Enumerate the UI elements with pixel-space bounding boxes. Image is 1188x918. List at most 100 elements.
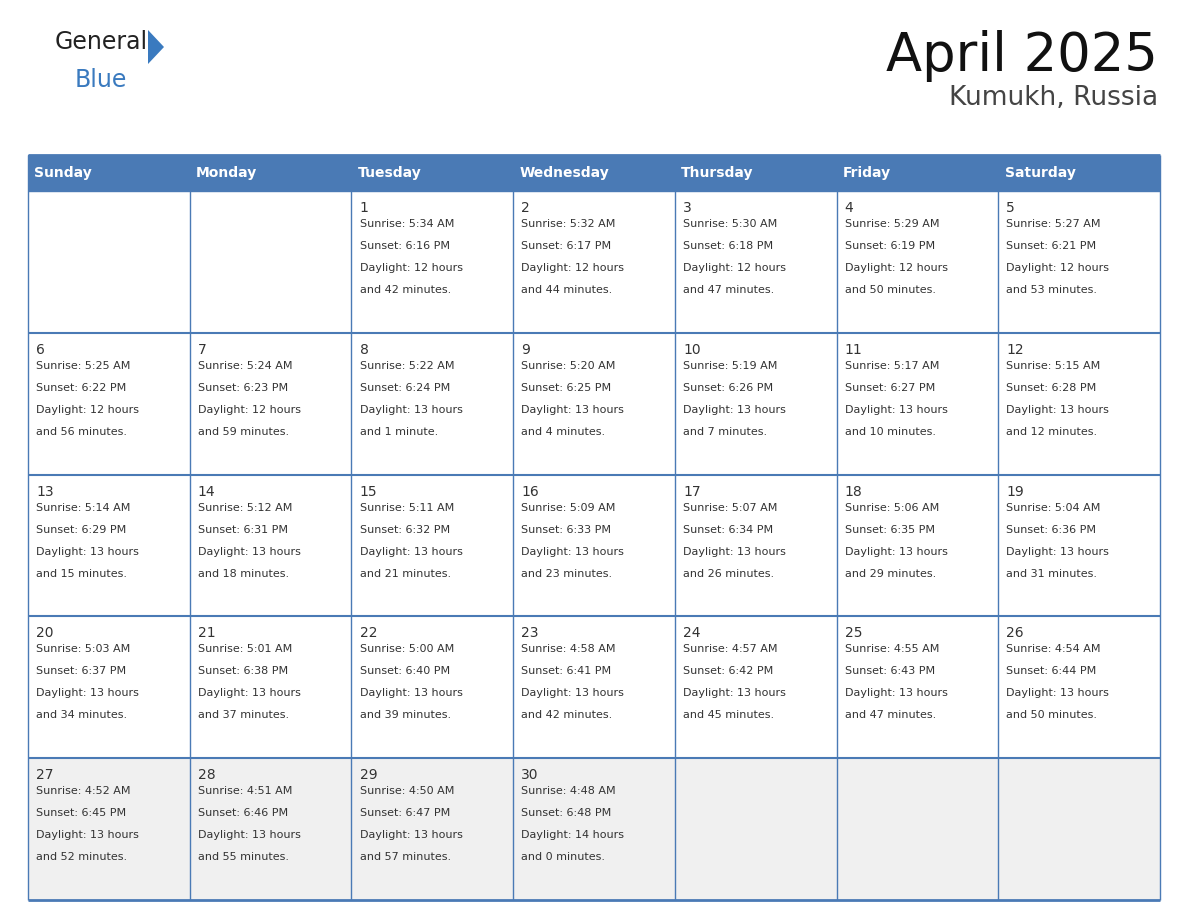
Text: and 42 minutes.: and 42 minutes. bbox=[360, 285, 450, 295]
Text: Wednesday: Wednesday bbox=[519, 166, 609, 180]
Text: Sunset: 6:45 PM: Sunset: 6:45 PM bbox=[36, 808, 126, 818]
Bar bbox=[836, 155, 998, 191]
Text: Sunset: 6:27 PM: Sunset: 6:27 PM bbox=[845, 383, 935, 393]
Bar bbox=[998, 758, 1159, 900]
Text: and 18 minutes.: and 18 minutes. bbox=[197, 568, 289, 578]
Text: 30: 30 bbox=[522, 768, 538, 782]
Text: Kumukh, Russia: Kumukh, Russia bbox=[949, 85, 1158, 111]
Text: and 47 minutes.: and 47 minutes. bbox=[845, 711, 936, 721]
Text: Daylight: 13 hours: Daylight: 13 hours bbox=[36, 830, 139, 840]
Bar bbox=[836, 333, 998, 475]
Text: 20: 20 bbox=[36, 626, 53, 641]
Text: Sunset: 6:42 PM: Sunset: 6:42 PM bbox=[683, 666, 773, 677]
Text: Monday: Monday bbox=[196, 166, 258, 180]
Text: and 29 minutes.: and 29 minutes. bbox=[845, 568, 936, 578]
Text: Sunset: 6:16 PM: Sunset: 6:16 PM bbox=[360, 241, 449, 251]
Text: Sunset: 6:31 PM: Sunset: 6:31 PM bbox=[197, 524, 287, 534]
Text: Sunrise: 4:52 AM: Sunrise: 4:52 AM bbox=[36, 786, 131, 796]
Bar bbox=[513, 475, 675, 616]
Text: Daylight: 13 hours: Daylight: 13 hours bbox=[522, 688, 624, 699]
Text: Sunrise: 5:32 AM: Sunrise: 5:32 AM bbox=[522, 219, 615, 229]
Text: Sunset: 6:38 PM: Sunset: 6:38 PM bbox=[197, 666, 287, 677]
Text: Sunrise: 4:57 AM: Sunrise: 4:57 AM bbox=[683, 644, 777, 655]
Text: Sunrise: 5:01 AM: Sunrise: 5:01 AM bbox=[197, 644, 292, 655]
Text: 1: 1 bbox=[360, 201, 368, 215]
Text: 3: 3 bbox=[683, 201, 691, 215]
Text: Daylight: 13 hours: Daylight: 13 hours bbox=[522, 405, 624, 415]
Bar bbox=[190, 758, 352, 900]
Text: General: General bbox=[55, 30, 148, 54]
Text: and 50 minutes.: and 50 minutes. bbox=[1006, 711, 1098, 721]
Text: Daylight: 13 hours: Daylight: 13 hours bbox=[683, 405, 785, 415]
Text: 19: 19 bbox=[1006, 485, 1024, 498]
Text: and 52 minutes.: and 52 minutes. bbox=[36, 852, 127, 862]
Text: Daylight: 13 hours: Daylight: 13 hours bbox=[1006, 405, 1110, 415]
Bar bbox=[998, 333, 1159, 475]
Text: Sunrise: 4:58 AM: Sunrise: 4:58 AM bbox=[522, 644, 615, 655]
Bar bbox=[675, 155, 836, 191]
Text: Thursday: Thursday bbox=[682, 166, 754, 180]
Bar bbox=[998, 155, 1159, 191]
Text: Daylight: 13 hours: Daylight: 13 hours bbox=[197, 688, 301, 699]
Text: 10: 10 bbox=[683, 342, 701, 357]
Text: Sunrise: 5:25 AM: Sunrise: 5:25 AM bbox=[36, 361, 131, 371]
Text: 16: 16 bbox=[522, 485, 539, 498]
Text: 14: 14 bbox=[197, 485, 215, 498]
Bar bbox=[513, 616, 675, 758]
Text: Daylight: 13 hours: Daylight: 13 hours bbox=[197, 546, 301, 556]
Text: Sunrise: 5:07 AM: Sunrise: 5:07 AM bbox=[683, 502, 777, 512]
Text: Daylight: 12 hours: Daylight: 12 hours bbox=[36, 405, 139, 415]
Text: Sunset: 6:18 PM: Sunset: 6:18 PM bbox=[683, 241, 773, 251]
Text: and 34 minutes.: and 34 minutes. bbox=[36, 711, 127, 721]
Text: and 45 minutes.: and 45 minutes. bbox=[683, 711, 775, 721]
Bar bbox=[675, 475, 836, 616]
Text: Daylight: 12 hours: Daylight: 12 hours bbox=[683, 263, 786, 273]
Text: 24: 24 bbox=[683, 626, 701, 641]
Bar bbox=[190, 155, 352, 191]
Text: Sunrise: 4:55 AM: Sunrise: 4:55 AM bbox=[845, 644, 939, 655]
Text: and 59 minutes.: and 59 minutes. bbox=[197, 427, 289, 437]
Bar bbox=[29, 616, 190, 758]
Text: Sunset: 6:41 PM: Sunset: 6:41 PM bbox=[522, 666, 612, 677]
Text: Daylight: 14 hours: Daylight: 14 hours bbox=[522, 830, 624, 840]
Text: and 31 minutes.: and 31 minutes. bbox=[1006, 568, 1098, 578]
Text: Daylight: 13 hours: Daylight: 13 hours bbox=[845, 688, 948, 699]
Text: Sunset: 6:36 PM: Sunset: 6:36 PM bbox=[1006, 524, 1097, 534]
Text: and 55 minutes.: and 55 minutes. bbox=[197, 852, 289, 862]
Text: 25: 25 bbox=[845, 626, 862, 641]
Text: Sunrise: 5:00 AM: Sunrise: 5:00 AM bbox=[360, 644, 454, 655]
Bar bbox=[675, 191, 836, 333]
Bar bbox=[836, 191, 998, 333]
Text: and 26 minutes.: and 26 minutes. bbox=[683, 568, 775, 578]
Text: Friday: Friday bbox=[843, 166, 891, 180]
Text: Sunrise: 4:50 AM: Sunrise: 4:50 AM bbox=[360, 786, 454, 796]
Text: 26: 26 bbox=[1006, 626, 1024, 641]
Text: Sunset: 6:44 PM: Sunset: 6:44 PM bbox=[1006, 666, 1097, 677]
Text: Sunset: 6:48 PM: Sunset: 6:48 PM bbox=[522, 808, 612, 818]
Text: 2: 2 bbox=[522, 201, 530, 215]
Text: 9: 9 bbox=[522, 342, 530, 357]
Text: 12: 12 bbox=[1006, 342, 1024, 357]
Text: and 7 minutes.: and 7 minutes. bbox=[683, 427, 767, 437]
Text: Daylight: 12 hours: Daylight: 12 hours bbox=[197, 405, 301, 415]
Text: Daylight: 12 hours: Daylight: 12 hours bbox=[360, 263, 462, 273]
Text: and 23 minutes.: and 23 minutes. bbox=[522, 568, 612, 578]
Text: and 37 minutes.: and 37 minutes. bbox=[197, 711, 289, 721]
Text: 29: 29 bbox=[360, 768, 377, 782]
Text: Sunset: 6:32 PM: Sunset: 6:32 PM bbox=[360, 524, 449, 534]
Text: Sunrise: 5:06 AM: Sunrise: 5:06 AM bbox=[845, 502, 939, 512]
Text: and 50 minutes.: and 50 minutes. bbox=[845, 285, 936, 295]
Text: Sunrise: 5:12 AM: Sunrise: 5:12 AM bbox=[197, 502, 292, 512]
Text: Sunset: 6:29 PM: Sunset: 6:29 PM bbox=[36, 524, 126, 534]
Bar bbox=[352, 333, 513, 475]
Text: 28: 28 bbox=[197, 768, 215, 782]
Bar bbox=[29, 191, 190, 333]
Text: Sunrise: 5:14 AM: Sunrise: 5:14 AM bbox=[36, 502, 131, 512]
Text: 13: 13 bbox=[36, 485, 53, 498]
Bar bbox=[513, 155, 675, 191]
Text: 17: 17 bbox=[683, 485, 701, 498]
Text: Sunrise: 5:03 AM: Sunrise: 5:03 AM bbox=[36, 644, 131, 655]
Text: Sunrise: 5:20 AM: Sunrise: 5:20 AM bbox=[522, 361, 615, 371]
Text: Daylight: 13 hours: Daylight: 13 hours bbox=[36, 546, 139, 556]
Bar bbox=[513, 333, 675, 475]
